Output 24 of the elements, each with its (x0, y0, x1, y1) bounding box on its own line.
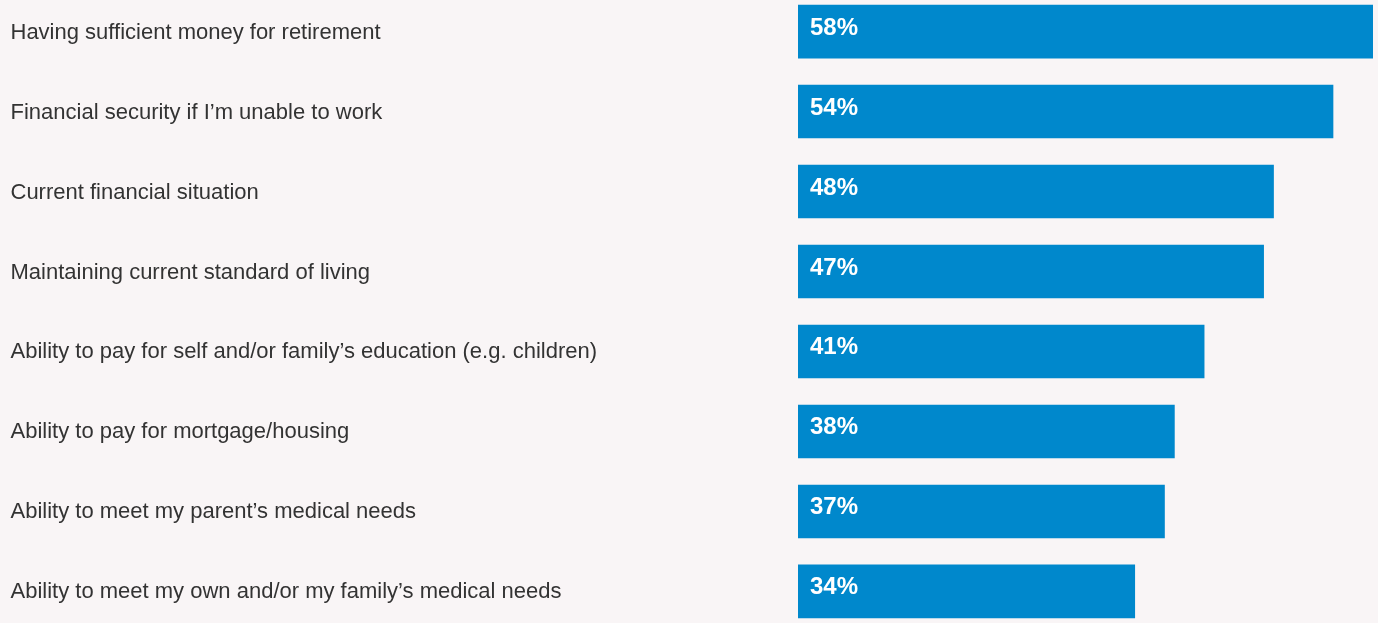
data-label: 34% (810, 572, 859, 600)
data-label: 58% (810, 12, 859, 40)
bar (798, 484, 1165, 539)
bar (798, 164, 1274, 219)
data-label: 54% (810, 92, 859, 120)
y-tick-label: Current financial situation (10, 178, 259, 204)
data-label: 41% (810, 332, 859, 360)
bar (798, 84, 1334, 139)
bar (798, 404, 1175, 459)
bar (798, 324, 1205, 379)
y-tick-label: Ability to meet my own and/or my family’s medical needs (10, 578, 562, 604)
y-tick-label: Ability to meet my parent’s medical needs (10, 498, 417, 524)
bar (798, 244, 1264, 299)
data-label: 48% (810, 172, 859, 200)
y-tick-label: Ability to pay for mortgage/housing (10, 418, 350, 444)
data-label: 38% (810, 412, 859, 440)
data-label: 37% (810, 492, 859, 520)
data-label: 47% (810, 252, 859, 280)
bar (798, 4, 1373, 59)
y-tick-label: Having sufficient money for retirement (10, 18, 381, 44)
bar (798, 564, 1136, 619)
y-tick-label: Financial security if I’m unable to work (10, 98, 384, 124)
y-tick-label: Maintaining current standard of living (10, 258, 371, 284)
y-tick-label: Ability to pay for self and/or family’s education (e.g. children) (10, 338, 598, 364)
